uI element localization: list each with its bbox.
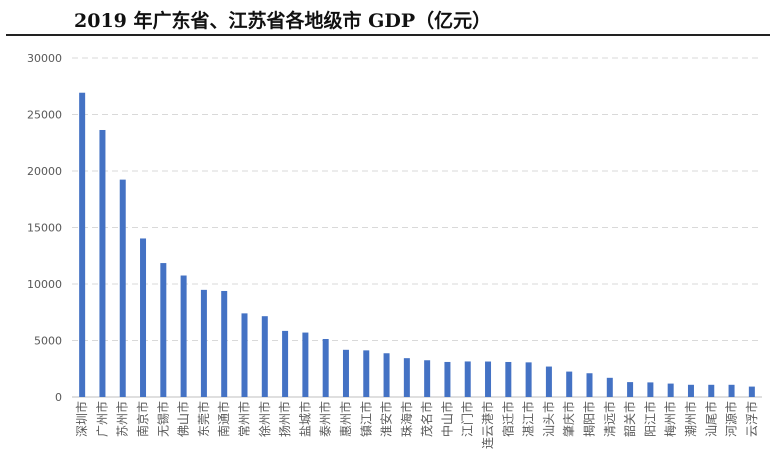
x-tick-label: 泰州市 [318,401,333,437]
bar [606,377,613,397]
x-tick-label: 江门市 [460,401,475,437]
bar [322,338,329,397]
x-tick-label: 湛江市 [521,401,536,437]
bar [505,361,512,397]
x-tick-label: 盐城市 [297,401,312,437]
x-tick-label: 东莞市 [196,401,211,437]
bar [586,373,593,397]
x-tick-label: 云浮市 [744,401,759,437]
bar [667,383,674,397]
bar [200,289,207,397]
title-underline [6,34,770,36]
x-tick-label: 南通市 [216,401,231,437]
x-tick-label: 河源市 [724,401,739,437]
bar [424,360,431,397]
bar [383,353,390,397]
x-tick-label: 宿迁市 [500,401,515,437]
x-tick-label: 肇庆市 [561,401,576,437]
x-tick-label: 广州市 [94,401,109,437]
x-tick-label: 惠州市 [338,401,353,437]
bar [79,92,86,397]
y-tick-label: 5000 [34,335,62,348]
bar [180,275,187,397]
bar [647,382,654,397]
bar [444,361,451,397]
bar [140,238,147,397]
bar [261,316,268,397]
bar [282,330,289,397]
bar [342,349,349,397]
y-tick-label: 20000 [27,165,62,178]
bar [525,362,532,397]
x-tick-label: 潮州市 [683,401,698,437]
x-tick-label: 揭阳市 [582,401,597,437]
x-tick-label: 阳江市 [642,401,657,437]
bar [464,361,471,397]
x-tick-label: 淮安市 [379,401,394,437]
x-tick-label: 扬州市 [277,401,292,437]
x-tick-label: 苏州市 [115,401,130,437]
x-tick-label: 茂名市 [419,401,434,437]
x-tick-label: 连云港市 [480,401,495,449]
bar [363,350,370,397]
bar [708,384,715,397]
bar [99,129,106,397]
bar [221,290,228,397]
chart-title: 2019 年广东省、江苏省各地级市 GDP（亿元） [74,10,492,32]
bar [160,263,167,397]
x-tick-label: 佛山市 [176,401,191,437]
x-tick-label: 梅州市 [663,401,678,437]
y-tick-label: 10000 [27,278,62,291]
bar [748,386,755,397]
x-tick-label: 徐州市 [257,401,272,437]
bar [687,384,694,397]
x-tick-label: 清远市 [602,401,617,437]
x-tick-label: 中山市 [439,401,454,437]
x-tick-label: 南京市 [135,401,150,437]
y-tick-label: 0 [55,391,62,404]
bar [119,179,126,397]
bar [403,358,410,397]
x-tick-label: 镇江市 [358,401,373,437]
y-tick-label: 25000 [27,109,62,122]
bar [485,361,492,397]
x-tick-label: 无锡市 [155,401,170,437]
bar [627,382,634,397]
bar [241,313,248,397]
y-tick-label: 30000 [27,52,62,65]
bar [728,384,735,397]
x-tick-label: 珠海市 [399,401,414,437]
x-tick-label: 韶关市 [622,401,637,437]
y-tick-label: 15000 [27,222,62,235]
x-tick-label: 深圳市 [74,401,89,437]
bar [545,366,552,397]
x-tick-label: 汕头市 [541,401,556,437]
bar [302,332,309,397]
x-tick-label: 常州市 [237,401,252,437]
x-tick-label: 汕尾市 [703,401,718,437]
bar [566,371,573,397]
